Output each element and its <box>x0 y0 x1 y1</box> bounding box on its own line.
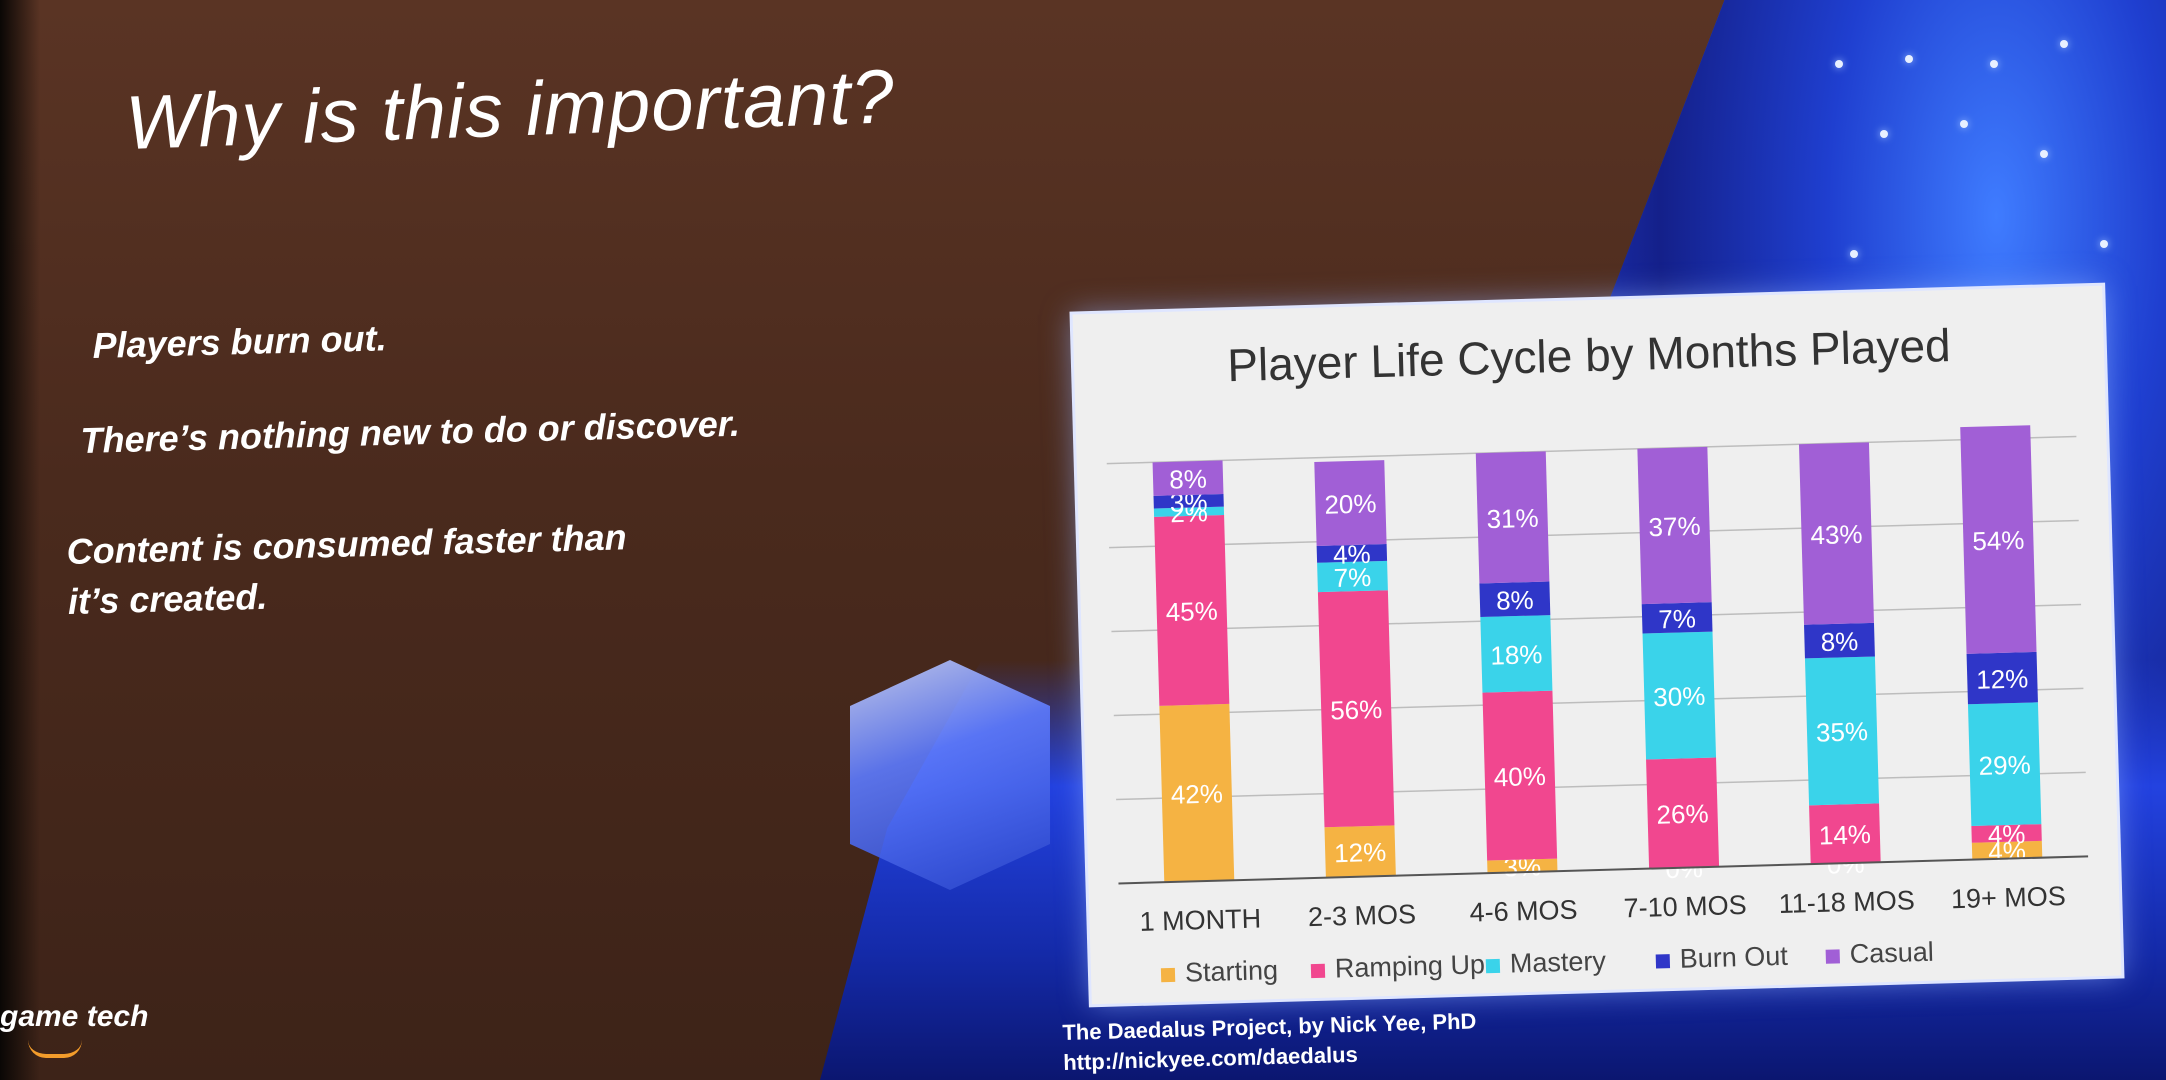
data-label: 18% <box>1490 639 1543 670</box>
bar-segment <box>1153 493 1224 509</box>
gridline <box>1116 771 2086 801</box>
data-label: 45% <box>1165 596 1218 627</box>
bar-segment <box>1809 803 1881 865</box>
bar-segment <box>1159 703 1235 883</box>
bar-segment <box>1324 825 1396 878</box>
category-label: 11-18 MOS <box>1778 885 1915 919</box>
bar-segment <box>1153 506 1225 517</box>
category-label: 19+ MOS <box>1951 881 2067 914</box>
bar-segment <box>1971 824 2042 843</box>
bar-segment <box>1960 425 2037 654</box>
legend-label: Burn Out <box>1679 941 1788 974</box>
bar-segment <box>1642 631 1717 760</box>
data-label: 8% <box>1496 585 1534 616</box>
bullet-burn-out: Players burn out. <box>92 317 388 366</box>
light-dot <box>1880 130 1888 138</box>
data-label: 30% <box>1653 681 1706 712</box>
gridline <box>1113 687 2084 717</box>
bar-segment <box>1641 602 1713 634</box>
data-label: 20% <box>1324 488 1377 519</box>
bar-segment <box>1317 560 1388 593</box>
glowing-cube-decoration <box>850 660 1050 890</box>
source-credit: The Daedalus Project, by Nick Yee, PhD h… <box>1062 1006 1478 1078</box>
data-label: 12% <box>1334 837 1387 868</box>
data-label: 40% <box>1493 761 1546 792</box>
category-label: 4-6 MOS <box>1469 895 1578 928</box>
data-label: 8% <box>1169 464 1207 495</box>
gridline <box>1109 519 2079 549</box>
data-label: 7% <box>1333 562 1371 593</box>
data-label: 42% <box>1170 778 1223 809</box>
data-label: 31% <box>1486 503 1539 534</box>
legend-label: Casual <box>1849 937 1934 969</box>
gridline <box>1111 603 2082 633</box>
bar-segment <box>1152 460 1224 496</box>
bar-segment <box>1317 590 1395 828</box>
legend-label: Mastery <box>1509 946 1606 979</box>
bar-segment <box>1646 757 1720 869</box>
bar-segment <box>1479 581 1551 618</box>
data-label: 12% <box>1976 663 2029 694</box>
legend-swatch <box>1655 954 1671 969</box>
gridline <box>1106 435 2077 465</box>
data-label: 35% <box>1816 716 1869 747</box>
data-label: 8% <box>1820 626 1858 657</box>
data-label: 43% <box>1810 519 1863 550</box>
category-label: 1 MONTH <box>1139 903 1261 936</box>
bar-segment <box>1482 690 1558 861</box>
bar-segment <box>1475 451 1550 584</box>
light-dot <box>1835 60 1843 68</box>
legend-swatch <box>1310 963 1326 979</box>
legend-swatch <box>1825 949 1840 964</box>
data-label: 54% <box>1972 525 2025 556</box>
light-dot <box>1905 55 1913 63</box>
legend-swatch <box>1160 967 1176 983</box>
brand-smile-logo <box>28 1040 82 1058</box>
bar-segment <box>1154 514 1230 706</box>
data-label: 29% <box>1978 749 2031 780</box>
bar-segment <box>1314 460 1387 546</box>
legend-label: Ramping Up <box>1335 949 1486 983</box>
slide-title: Why is this important? <box>124 54 897 166</box>
bar-segment <box>1798 442 1874 625</box>
light-dot <box>1960 120 1968 128</box>
light-dot <box>1990 60 1998 68</box>
legend-swatch <box>1485 958 1501 974</box>
x-axis-line <box>1118 855 2089 885</box>
light-dot <box>2060 40 2068 48</box>
bar-segment <box>1480 615 1553 693</box>
light-dot <box>2100 240 2108 248</box>
bar-segment <box>1966 651 2038 705</box>
bar-segment <box>1971 840 2043 860</box>
data-label: 14% <box>1818 819 1871 850</box>
data-label: 26% <box>1656 798 1709 829</box>
data-label: 7% <box>1658 603 1696 634</box>
chart-card: Player Life Cycle by Months Played 42% 45… <box>1072 285 2122 1005</box>
brand-wordmark: game tech <box>0 1000 149 1033</box>
bar-segment <box>1804 656 1880 806</box>
bullet-nothing-new: There’s nothing new to do or discover. <box>80 402 741 461</box>
data-label: 56% <box>1330 694 1383 725</box>
data-label: 37% <box>1648 511 1701 542</box>
category-label: 7-10 MOS <box>1623 890 1747 923</box>
bar-segment <box>1637 446 1712 605</box>
bar-segment <box>1804 622 1875 659</box>
screen-edge-shadow <box>0 0 40 1080</box>
bar-segment <box>1967 702 2042 827</box>
light-dot <box>1850 250 1858 258</box>
bar-segment <box>1316 544 1388 563</box>
category-label: 2-3 MOS <box>1308 899 1417 932</box>
bullet-content-consumed: Content is consumed faster than it’s cre… <box>66 512 629 627</box>
bar-segment <box>1487 858 1558 874</box>
legend-label: Starting <box>1185 955 1279 988</box>
light-dot <box>2040 150 2048 158</box>
